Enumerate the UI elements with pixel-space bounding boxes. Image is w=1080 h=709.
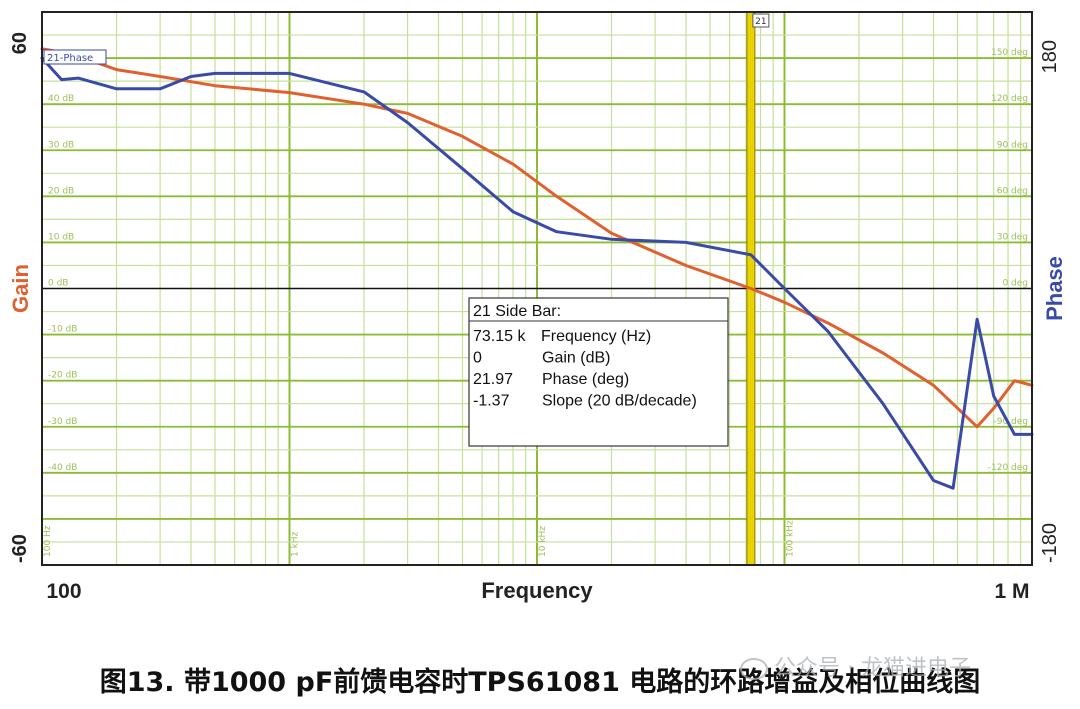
gain-point: [992, 407, 995, 410]
phase-point: [76, 76, 80, 80]
inner-gain-label: -30 dB: [48, 417, 77, 427]
legend-label: 21-Phase: [47, 53, 93, 64]
side-bar-value: 21.97: [473, 371, 513, 388]
inner-gain-label: 20 dB: [48, 186, 74, 196]
phase-point: [1013, 433, 1016, 436]
phase-point: [783, 287, 786, 290]
wechat-icon: [740, 658, 768, 680]
side-bar-label: Slope (20 dB/decade): [542, 393, 697, 410]
phase-point: [826, 330, 830, 333]
x-axis-title: Frequency: [481, 578, 593, 603]
side-bar-label: Frequency (Hz): [541, 328, 651, 345]
phase-point: [189, 75, 193, 78]
left-axis-tick-label: -60: [9, 534, 31, 563]
inner-gain-label: -10 dB: [48, 325, 77, 335]
side-bar-value: 0: [473, 350, 482, 367]
phase-point: [60, 78, 63, 81]
gain-point: [406, 112, 409, 115]
gain-point: [461, 135, 464, 138]
phase-point: [881, 402, 885, 405]
gain-point: [881, 351, 885, 355]
right-axis-title: Phase: [1042, 256, 1067, 321]
side-bar-label: Phase (deg): [542, 371, 629, 388]
phase-point: [555, 230, 558, 233]
gain-point: [783, 301, 786, 304]
inner-phase-label: -90 deg: [993, 417, 1028, 427]
gain-point: [511, 162, 515, 166]
phase-point: [951, 486, 955, 490]
gain-point: [975, 425, 979, 428]
side-bar-label: Gain (dB): [542, 350, 610, 367]
gain-point: [213, 84, 217, 87]
watermark: 公众号 · 龙猫进电子: [740, 650, 971, 682]
inner-frequency-label: 1 kHz: [291, 531, 301, 557]
phase-point: [461, 167, 464, 170]
side-bar-box: [468, 297, 729, 447]
inner-phase-label: -120 deg: [988, 463, 1028, 473]
gain-point: [684, 264, 688, 267]
inner-frequency-label: 100 kHz: [786, 520, 796, 557]
inner-frequency-label: 100 Hz: [43, 525, 53, 557]
watermark-text: 公众号 · 龙猫进电子: [774, 656, 971, 681]
gain-point: [158, 75, 162, 78]
inner-phase-label: 60 deg: [997, 186, 1028, 196]
inner-gain-label: -20 dB: [48, 371, 77, 381]
marker-tag-label: 21: [755, 17, 766, 27]
phase-point: [684, 241, 688, 244]
figure-caption: 图13. 带1000 pF前馈电容时TPS61081 电路的环路增益及相位曲线图: [99, 667, 981, 698]
gain-point: [749, 287, 753, 290]
side-bar-title: 21 Side Bar:: [473, 303, 561, 320]
gain-line: [40, 47, 1034, 429]
inner-phase-label: 150 deg: [991, 48, 1028, 58]
inner-gain-label: 10 dB: [48, 232, 74, 242]
phase-point: [115, 87, 118, 91]
plot-frame: [41, 11, 1033, 566]
inner-gain-label: -40 dB: [48, 463, 77, 473]
gain-point: [610, 232, 613, 235]
phase-point: [992, 394, 995, 398]
phase-point: [749, 253, 753, 256]
right-axis-tick-label: -180: [1039, 523, 1061, 563]
x-axis-tick-label: 1 M: [994, 580, 1029, 603]
gain-point: [555, 195, 558, 198]
inner-frequency-label: 10 kHz: [538, 526, 548, 557]
side-bar-value: -1.37: [473, 393, 510, 410]
right-axis-tick-label: 180: [1039, 40, 1061, 73]
gain-point: [932, 384, 935, 387]
gain-point: [362, 102, 366, 106]
phase-point: [932, 479, 935, 482]
inner-phase-label: 90 deg: [997, 140, 1028, 150]
phase-point: [288, 72, 291, 75]
side-bar-value: 73.15 k: [473, 328, 526, 345]
phase-point: [362, 90, 366, 94]
x-axis-tick-label: 100: [46, 580, 81, 603]
legend-box: [43, 49, 107, 65]
inner-phase-label: 120 deg: [991, 94, 1028, 104]
gain-point: [288, 91, 291, 94]
left-axis-title: Gain: [8, 264, 33, 313]
left-axis-tick-label: 60: [9, 32, 31, 54]
phase-point: [406, 121, 409, 124]
phase-point: [610, 238, 613, 241]
marker-tag: [752, 13, 770, 28]
gain-point: [115, 68, 118, 71]
inner-phase-label: 30 deg: [997, 232, 1028, 242]
phase-point: [975, 318, 979, 321]
inner-gain-label: 30 dB: [48, 140, 74, 150]
inner-gain-label: 0 dB: [48, 279, 68, 289]
gain-point: [1013, 379, 1016, 382]
phase-point: [213, 72, 217, 75]
inner-gain-label: 40 dB: [48, 94, 74, 104]
gain-point: [826, 321, 830, 325]
phase-point: [511, 210, 515, 213]
inner-phase-label: 0 deg: [1002, 279, 1028, 289]
phase-point: [158, 87, 162, 91]
